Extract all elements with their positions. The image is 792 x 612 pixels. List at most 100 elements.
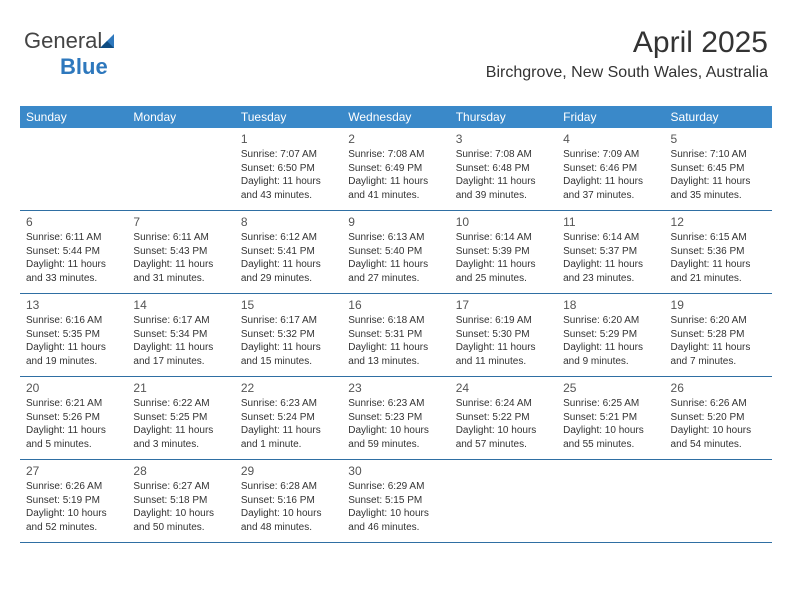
sunrise-line: Sunrise: 6:11 AM (26, 231, 121, 245)
sunset-line: Sunset: 5:16 PM (241, 494, 336, 508)
weekday-header: Friday (557, 106, 664, 128)
week-row: 1Sunrise: 7:07 AMSunset: 6:50 PMDaylight… (20, 128, 772, 211)
sunset-line: Sunset: 5:35 PM (26, 328, 121, 342)
daylight-line: Daylight: 11 hours and 19 minutes. (26, 341, 121, 368)
day-cell: 23Sunrise: 6:23 AMSunset: 5:23 PMDayligh… (342, 377, 449, 459)
sunrise-line: Sunrise: 6:26 AM (671, 397, 766, 411)
daylight-line: Daylight: 10 hours and 48 minutes. (241, 507, 336, 534)
day-cell: 26Sunrise: 6:26 AMSunset: 5:20 PMDayligh… (665, 377, 772, 459)
sunset-line: Sunset: 5:21 PM (563, 411, 658, 425)
daylight-line: Daylight: 11 hours and 21 minutes. (671, 258, 766, 285)
sunrise-line: Sunrise: 7:07 AM (241, 148, 336, 162)
sunrise-line: Sunrise: 6:18 AM (348, 314, 443, 328)
daylight-line: Daylight: 11 hours and 27 minutes. (348, 258, 443, 285)
day-cell: 16Sunrise: 6:18 AMSunset: 5:31 PMDayligh… (342, 294, 449, 376)
daylight-line: Daylight: 11 hours and 13 minutes. (348, 341, 443, 368)
day-number: 3 (456, 132, 551, 146)
day-cell (450, 460, 557, 542)
day-number: 19 (671, 298, 766, 312)
daylight-line: Daylight: 11 hours and 31 minutes. (133, 258, 228, 285)
day-number: 27 (26, 464, 121, 478)
day-cell: 11 Sunrise: 6:14 AMSunset: 5:37 PMDayligh… (557, 211, 664, 293)
sunset-line: Sunset: 5:23 PM (348, 411, 443, 425)
daylight-line: Daylight: 11 hours and 25 minutes. (456, 258, 551, 285)
daylight-line: Daylight: 11 hours and 33 minutes. (26, 258, 121, 285)
daylight-line: Daylight: 10 hours and 59 minutes. (348, 424, 443, 451)
sunset-line: Sunset: 5:22 PM (456, 411, 551, 425)
day-cell: 13Sunrise: 6:16 AMSunset: 5:35 PMDayligh… (20, 294, 127, 376)
day-number: 25 (563, 381, 658, 395)
sunrise-line: Sunrise: 6:27 AM (133, 480, 228, 494)
day-cell: 28Sunrise: 6:27 AMSunset: 5:18 PMDayligh… (127, 460, 234, 542)
day-number: 2 (348, 132, 443, 146)
day-number: 22 (241, 381, 336, 395)
sunset-line: Sunset: 5:39 PM (456, 245, 551, 259)
day-number: 16 (348, 298, 443, 312)
day-cell: 3Sunrise: 7:08 AMSunset: 6:48 PMDaylight… (450, 128, 557, 210)
sunrise-line: Sunrise: 6:15 AM (671, 231, 766, 245)
calendar-page: General Blue April 2025 Birchgrove, New … (0, 0, 792, 612)
brand-part1: General (24, 28, 102, 53)
sunrise-line: Sunrise: 6:11 AM (133, 231, 228, 245)
sunset-line: Sunset: 6:49 PM (348, 162, 443, 176)
day-cell: 25 Sunrise: 6:25 AMSunset: 5:21 PMDayligh… (557, 377, 664, 459)
day-cell: 5Sunrise: 7:10 AMSunset: 6:45 PMDaylight… (665, 128, 772, 210)
day-number: 9 (348, 215, 443, 229)
day-cell: 27Sunrise: 6:26 AMSunset: 5:19 PMDayligh… (20, 460, 127, 542)
weekday-header: Tuesday (235, 106, 342, 128)
day-number: 8 (241, 215, 336, 229)
day-number: 23 (348, 381, 443, 395)
daylight-line: Daylight: 11 hours and 23 minutes. (563, 258, 658, 285)
sunset-line: Sunset: 5:18 PM (133, 494, 228, 508)
daylight-line: Daylight: 11 hours and 43 minutes. (241, 175, 336, 202)
sunrise-line: Sunrise: 6:19 AM (456, 314, 551, 328)
daylight-line: Daylight: 11 hours and 29 minutes. (241, 258, 336, 285)
sunrise-line: Sunrise: 6:22 AM (133, 397, 228, 411)
month-title: April 2025 (486, 26, 768, 60)
day-cell: 4Sunrise: 7:09 AMSunset: 6:46 PMDaylight… (557, 128, 664, 210)
weeks-container: 1Sunrise: 7:07 AMSunset: 6:50 PMDaylight… (20, 128, 772, 543)
sunset-line: Sunset: 5:40 PM (348, 245, 443, 259)
sunset-line: Sunset: 6:46 PM (563, 162, 658, 176)
daylight-line: Daylight: 10 hours and 55 minutes. (563, 424, 658, 451)
sunset-line: Sunset: 5:26 PM (26, 411, 121, 425)
day-cell: 22Sunrise: 6:23 AMSunset: 5:24 PMDayligh… (235, 377, 342, 459)
daylight-line: Daylight: 11 hours and 7 minutes. (671, 341, 766, 368)
sunrise-line: Sunrise: 6:17 AM (241, 314, 336, 328)
sunrise-line: Sunrise: 6:28 AM (241, 480, 336, 494)
day-number: 12 (671, 215, 766, 229)
day-cell (20, 128, 127, 210)
daylight-line: Daylight: 11 hours and 1 minute. (241, 424, 336, 451)
day-cell: 1Sunrise: 7:07 AMSunset: 6:50 PMDaylight… (235, 128, 342, 210)
day-cell: 6Sunrise: 6:11 AMSunset: 5:44 PMDaylight… (20, 211, 127, 293)
daylight-line: Daylight: 10 hours and 50 minutes. (133, 507, 228, 534)
day-cell: 14Sunrise: 6:17 AMSunset: 5:34 PMDayligh… (127, 294, 234, 376)
day-cell: 19Sunrise: 6:20 AMSunset: 5:28 PMDayligh… (665, 294, 772, 376)
day-cell: 9Sunrise: 6:13 AMSunset: 5:40 PMDaylight… (342, 211, 449, 293)
daylight-line: Daylight: 10 hours and 54 minutes. (671, 424, 766, 451)
daylight-line: Daylight: 11 hours and 37 minutes. (563, 175, 658, 202)
day-cell: 20Sunrise: 6:21 AMSunset: 5:26 PMDayligh… (20, 377, 127, 459)
daylight-line: Daylight: 10 hours and 46 minutes. (348, 507, 443, 534)
sunrise-line: Sunrise: 7:08 AM (348, 148, 443, 162)
daylight-line: Daylight: 11 hours and 11 minutes. (456, 341, 551, 368)
day-cell (557, 460, 664, 542)
sunset-line: Sunset: 5:43 PM (133, 245, 228, 259)
sunrise-line: Sunrise: 6:21 AM (26, 397, 121, 411)
weekday-header-row: Sunday Monday Tuesday Wednesday Thursday… (20, 106, 772, 128)
day-cell: 2Sunrise: 7:08 AMSunset: 6:49 PMDaylight… (342, 128, 449, 210)
sunset-line: Sunset: 5:34 PM (133, 328, 228, 342)
title-block: April 2025 Birchgrove, New South Wales, … (486, 26, 768, 82)
day-cell: 18Sunrise: 6:20 AMSunset: 5:29 PMDayligh… (557, 294, 664, 376)
sunset-line: Sunset: 5:37 PM (563, 245, 658, 259)
sunrise-line: Sunrise: 6:25 AM (563, 397, 658, 411)
brand-sail-icon (100, 34, 118, 50)
sunset-line: Sunset: 5:24 PM (241, 411, 336, 425)
day-number: 26 (671, 381, 766, 395)
daylight-line: Daylight: 10 hours and 57 minutes. (456, 424, 551, 451)
day-number: 7 (133, 215, 228, 229)
sunset-line: Sunset: 5:25 PM (133, 411, 228, 425)
day-number: 5 (671, 132, 766, 146)
day-number: 11 (563, 215, 658, 229)
sunrise-line: Sunrise: 6:14 AM (563, 231, 658, 245)
